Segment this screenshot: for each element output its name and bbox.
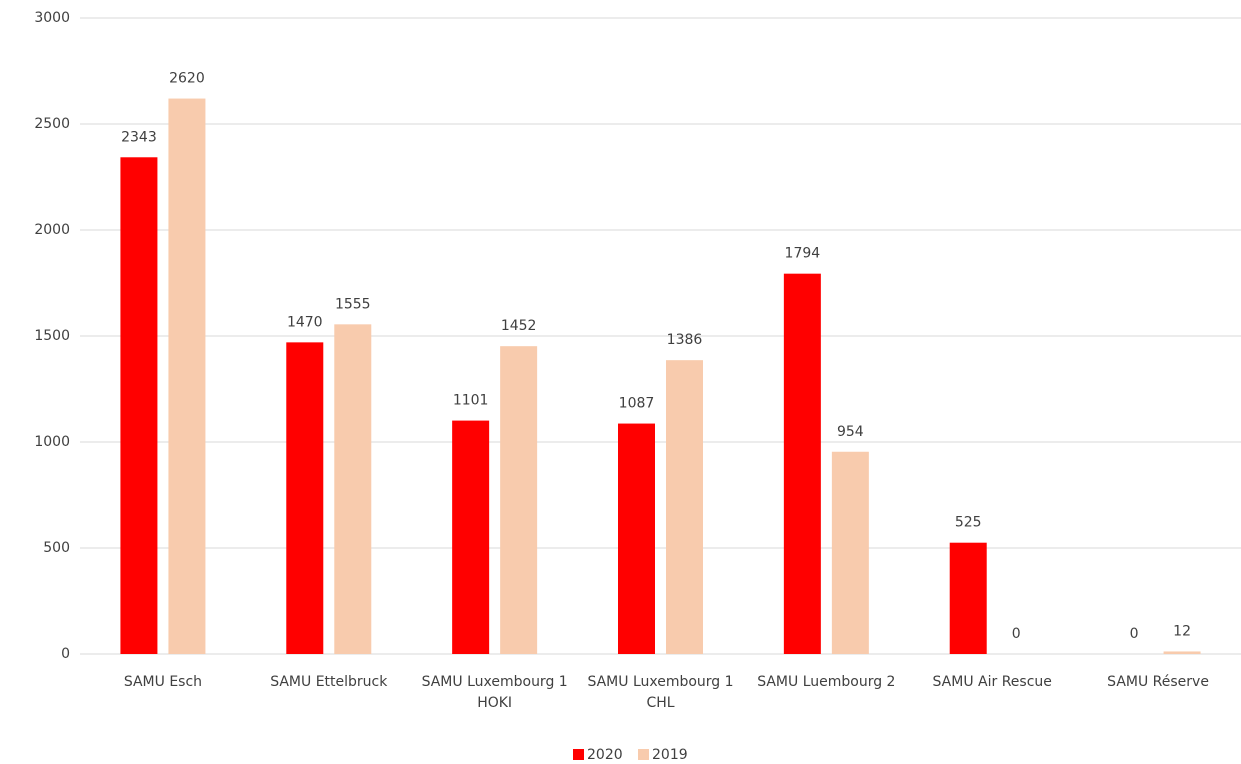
bar	[334, 324, 372, 654]
value-label: 1101	[453, 393, 489, 409]
value-label: 1452	[501, 318, 537, 334]
value-label: 0	[1012, 626, 1021, 642]
value-label: 0	[1130, 626, 1139, 642]
y-tick-label: 3000	[34, 10, 70, 26]
y-tick-label: 500	[43, 540, 70, 556]
value-label: 12	[1173, 623, 1191, 639]
value-label: 525	[955, 515, 982, 531]
x-tick-label: SAMU Luxembourg 1 HOKI	[421, 674, 568, 711]
value-label: 1794	[785, 246, 821, 262]
value-label: 2343	[121, 129, 157, 145]
bar	[452, 420, 490, 654]
x-tick-label: SAMU Esch	[123, 674, 203, 690]
value-label: 1087	[619, 396, 655, 412]
x-tick-label: SAMU Air Rescue	[932, 674, 1052, 690]
bar	[618, 423, 655, 654]
value-label: 954	[837, 424, 864, 440]
x-tick-label: SAMU Ettelbruck	[270, 674, 388, 690]
bar	[286, 342, 324, 654]
bar	[949, 542, 987, 654]
bar	[500, 346, 538, 654]
bar	[831, 451, 869, 654]
legend-swatch	[573, 749, 584, 760]
value-label: 1555	[335, 296, 371, 312]
legend-swatch	[638, 749, 649, 760]
y-tick-label: 2000	[34, 222, 70, 238]
x-tick-label: SAMU Luxembourg 1 CHL	[587, 674, 734, 711]
y-tick-label: 2500	[34, 116, 70, 132]
y-tick-label: 1500	[34, 328, 70, 344]
bar	[1163, 651, 1201, 654]
legend-label: 2020	[587, 747, 623, 763]
x-tick-label: SAMU Réserve	[1107, 674, 1209, 690]
value-label: 2620	[169, 71, 205, 87]
y-tick-label: 0	[61, 646, 70, 662]
value-label: 1386	[667, 332, 703, 348]
legend-label: 2019	[652, 747, 688, 763]
y-tick-label: 1000	[34, 434, 70, 450]
value-label: 1470	[287, 314, 323, 330]
x-tick-label: SAMU Luembourg 2	[757, 674, 896, 690]
bar	[783, 273, 821, 654]
bar	[168, 98, 206, 654]
bar	[120, 157, 158, 654]
bar	[666, 360, 703, 654]
